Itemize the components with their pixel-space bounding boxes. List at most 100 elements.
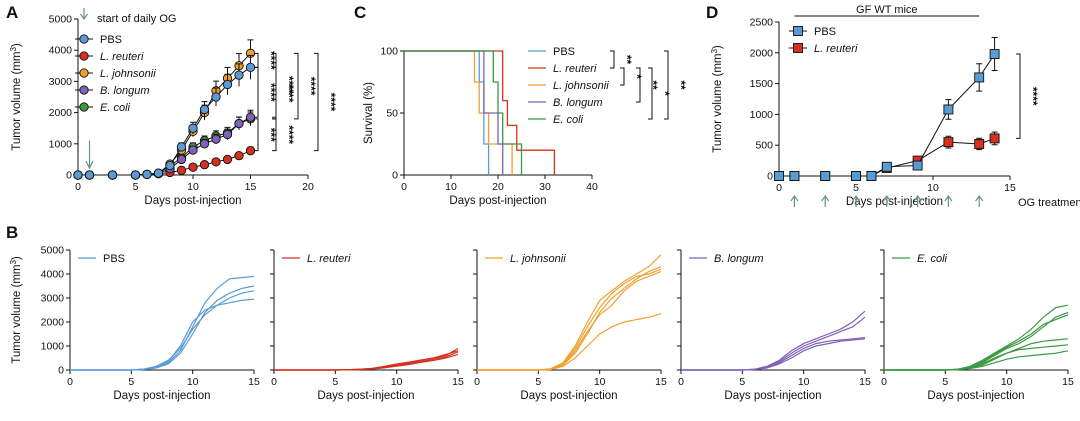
panel-b-pbs-y-tick-label: 1000 [41, 341, 65, 353]
panel-a-legend-arrow [80, 8, 88, 21]
panel-a-b-longum-point [222, 129, 233, 140]
panel-a-y-tick-label: 2000 [49, 107, 73, 119]
panel-d-l-reuteri-point [989, 133, 1000, 144]
panel-d-pbs-point [989, 49, 1000, 59]
panel-c-sig-1-bracket [610, 50, 615, 69]
panel-b-pbs-curve [70, 298, 255, 371]
panel-c-y-tick-label: 0 [392, 170, 398, 182]
panel-d-pbs-point [943, 104, 954, 115]
panel-label-d: D [706, 3, 718, 22]
panel-a-legend-marker [79, 102, 89, 112]
panel-a-sig-1-significance-label: **** [264, 51, 278, 70]
panel-a-l-reuteri-point [234, 151, 244, 161]
panel-b-l-johnsonii-x-axis-label: Days post-injection [520, 390, 617, 402]
panel-a-legend-label: L. reuteri [100, 51, 144, 63]
panel-b-l-johnsonii-curve [477, 313, 662, 371]
panel-c-e-coli-survival-curve [404, 50, 523, 175]
panel-b-l-johnsonii-curve [477, 254, 662, 371]
panel-a-b-longum-point [211, 134, 221, 144]
panel-d-pbs-point [866, 171, 877, 181]
panel-d-y-tick-label: 2500 [750, 17, 774, 29]
panel-c-l-reuteri-survival-curve [404, 50, 556, 175]
panel-a-sig-4-bracket [314, 52, 319, 152]
panel-a-pbs-point [153, 168, 164, 178]
panel-a-x-tick-label: 5 [133, 181, 139, 193]
panel-b-l-johnsonii-curve [477, 271, 662, 371]
panel-d-legend-label: PBS [814, 26, 836, 38]
panel-d-y-axis-label: Tumor volume (mm3) [710, 45, 725, 153]
panel-a-l-reuteri-point [176, 165, 187, 175]
panel-d-treatment-arrow [790, 194, 799, 207]
panel-c-legend-label: B. longum [553, 97, 603, 109]
panel-d-pbs-line [779, 53, 996, 177]
panel-d-x-tick-label: 5 [853, 182, 859, 194]
panel-b-pbs-x-axis-label: Days post-injection [113, 390, 210, 402]
panel-a-y-axis-label: Tumor volume (mm3) [9, 43, 24, 151]
panel-b-l-reuteri-x-tick-label: 10 [391, 376, 403, 388]
panel-b-b-longum-x-tick-label: 5 [739, 376, 745, 388]
panel-b-l-johnsonii-x-tick-label: 15 [655, 376, 667, 388]
panel-b-pbs-y-tick-label: 2000 [41, 317, 65, 329]
panel-b-pbs-x-tick-label: 5 [128, 376, 134, 388]
panel-d-legend-marker [793, 26, 803, 36]
panel-c-legend-label: E. coli [553, 114, 584, 126]
panel-a-l-reuteri-point [199, 160, 210, 170]
panel-b-b-longum-chart: 0 5 10 15 Days post-injection B. longum [677, 249, 871, 402]
panel-b-l-johnsonii-x-tick-label: 10 [594, 376, 606, 388]
panel-b-pbs-x-tick-label: 15 [248, 376, 260, 388]
panel-d-chart: 0 5 10 15 0 500 1000 1500 2000 2500 Days post-inje… [710, 4, 1080, 209]
panel-b-l-reuteri-x-tick-label: 15 [452, 376, 464, 388]
panel-c-x-tick-label: 30 [539, 181, 551, 193]
panel-a-legend-marker [79, 51, 89, 61]
panel-a-pbs-point [165, 160, 175, 171]
panel-c-legend-label: L. reuteri [553, 63, 597, 75]
panel-c-legend-label: PBS [553, 46, 575, 58]
panel-a-l-reuteri-point [211, 157, 221, 167]
panel-b-e-coli-curve [884, 304, 1069, 371]
panel-d-legend-label: L. reuteri [814, 43, 858, 55]
panel-d-l-reuteri-point [974, 139, 985, 149]
panel-a-pbs-point [199, 104, 210, 115]
panel-c-legend-label: L. johnsonii [553, 80, 609, 92]
panel-d-treatment-arrow [975, 194, 984, 207]
panel-c-sig-5-significance-label: ** [674, 80, 688, 90]
panel-a-y-tick-label: 0 [66, 170, 72, 182]
panel-b-e-coli-x-axis-label: Days post-injection [927, 390, 1024, 402]
panel-a-l-reuteri-point [188, 162, 198, 172]
panel-a-l-reuteri-point [245, 146, 256, 156]
panel-a-pbs-point [211, 92, 221, 102]
panel-b-e-coli-x-tick-label: 10 [1001, 376, 1013, 388]
panel-d-treatment-arrow [913, 194, 922, 207]
panel-d-legend-marker [793, 43, 803, 53]
panel-a-pbs-point [234, 70, 244, 80]
panel-b-l-reuteri-x-tick-label: 5 [332, 376, 338, 388]
panel-a-sig-5-bracket [254, 66, 259, 118]
panel-a-x-tick-label: 20 [302, 181, 314, 193]
panel-c-chart: 0 10 20 30 40 0 50 100 Days post-injection Surviv… [363, 46, 688, 208]
panel-d-pbs-point [820, 171, 831, 181]
panel-a-pbs-point [73, 170, 83, 180]
panel-b-l-reuteri-curve [274, 353, 459, 371]
panel-b-pbs-curve [70, 285, 255, 371]
panel-c-x-axis-label: Days post-injection [449, 195, 546, 207]
panel-b-e-coli-x-tick-label: 5 [942, 376, 948, 388]
panel-b-b-longum-x-axis-label: Days post-injection [724, 390, 821, 402]
panel-a-pbs-point [107, 170, 118, 180]
panel-a-legend-marker [79, 34, 89, 44]
panel-a-pbs-point [142, 169, 152, 180]
panel-a-y-tick-label: 1000 [49, 138, 73, 150]
panel-d-y-tick-label: 2000 [750, 47, 774, 59]
panel-d-pbs-point [851, 171, 861, 181]
panel-b-l-reuteri-x-axis-label: Days post-injection [317, 390, 414, 402]
panel-d-pbs-point [774, 171, 784, 181]
panel-c-pbs-survival-curve [404, 50, 490, 175]
panel-d-pbs-point [912, 160, 923, 171]
panel-c-sig-4-significance-label: * [658, 91, 672, 96]
panel-d-treatment-label: OG treatments [1018, 197, 1080, 209]
panel-b-e-coli-chart: 0 5 10 15 Days post-injection E. coli [880, 249, 1074, 402]
panel-b-l-johnsonii-x-tick-label: 0 [474, 376, 480, 388]
panel-a-og-start-arrow [85, 140, 94, 170]
panel-c-x-tick-label: 20 [492, 181, 504, 193]
panel-b-pbs-y-tick-label: 5000 [41, 245, 65, 257]
